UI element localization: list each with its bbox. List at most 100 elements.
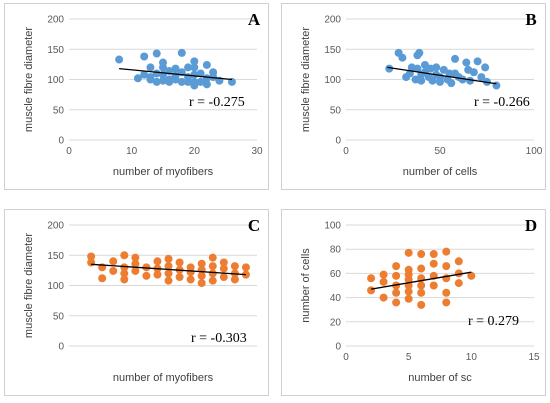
data-point [413, 64, 422, 73]
data-point [417, 250, 426, 259]
data-point [202, 60, 211, 69]
correlation-label: r = -0.303 [191, 331, 247, 346]
data-point [140, 52, 149, 61]
y-tick-label: 0 [335, 136, 341, 147]
data-point [447, 79, 456, 88]
data-point [415, 48, 424, 57]
data-point [230, 275, 239, 284]
data-point [153, 270, 162, 279]
trendline [91, 263, 246, 276]
trendline [370, 271, 472, 290]
y-tick-label: 40 [330, 293, 342, 304]
data-point [87, 258, 96, 267]
data-point [454, 257, 463, 266]
data-point [208, 269, 217, 278]
data-point [230, 262, 239, 271]
data-point [202, 80, 211, 89]
y-tick-label: 100 [324, 221, 341, 232]
data-point [219, 258, 228, 267]
data-point [417, 264, 426, 273]
data-point [120, 251, 129, 260]
data-point [98, 274, 107, 283]
data-point [165, 77, 174, 86]
data-point [186, 275, 195, 284]
panel-letter: A [248, 10, 261, 29]
data-point [428, 76, 437, 85]
chart-panel-b: 0 50 100 150 200 0 50 100 number of cells muscle … [281, 3, 546, 190]
data-point [469, 68, 478, 77]
data-point [190, 57, 199, 66]
data-point [184, 63, 193, 72]
data-point [429, 281, 438, 290]
data-point [436, 77, 444, 86]
x-tick-label: 100 [526, 146, 543, 157]
data-point [120, 263, 129, 272]
chart-panel-a: 0 50 100 150 200 0 10 20 30 number of myofibers mu… [4, 3, 269, 190]
correlation-label: r = -0.275 [189, 95, 245, 110]
x-tick-label: 30 [251, 146, 263, 157]
data-point [159, 76, 167, 85]
data-point [392, 271, 401, 280]
data-point [186, 268, 195, 277]
data-point [404, 287, 413, 296]
x-axis-title: number of cells [403, 166, 478, 178]
data-point [432, 63, 441, 72]
data-point [115, 55, 124, 64]
data-point [131, 253, 140, 262]
x-axis-title: number of myofibers [113, 166, 214, 178]
data-point [379, 270, 388, 279]
data-point [477, 73, 486, 82]
x-tick-label: 10 [126, 146, 138, 157]
y-axis-title: muscle fibre diameter [23, 233, 35, 338]
x-tick-label: 50 [434, 146, 446, 157]
data-point [458, 75, 467, 84]
x-tick-label: 0 [66, 146, 72, 157]
y-tick-label: 50 [330, 105, 342, 116]
data-point [442, 262, 451, 271]
data-point [133, 74, 142, 83]
data-point [481, 63, 490, 72]
data-point [184, 77, 193, 86]
data-point [152, 49, 161, 58]
data-point [442, 247, 451, 256]
x-axis-title: number of myofibers [113, 372, 214, 384]
y-tick-label: 100 [47, 281, 64, 292]
y-tick-label: 50 [53, 105, 65, 116]
data-point [404, 248, 413, 257]
chart-panel-d: 0 20 40 60 80 100 0 5 10 15 number of sc number of … [281, 209, 546, 396]
data-point [197, 259, 206, 268]
data-point [197, 271, 206, 280]
data-point [131, 266, 140, 275]
data-point [454, 279, 463, 288]
data-point [398, 53, 407, 62]
data-point [241, 263, 250, 272]
data-point [109, 266, 118, 275]
y-tick-label: 100 [47, 75, 64, 86]
data-point [451, 54, 460, 63]
scatter-chart: 0 50 100 150 200 0 10 20 30 number of myofibers mu… [23, 10, 263, 178]
y-axis-title: muscle fibre diameter [23, 27, 35, 132]
trendline [387, 66, 497, 85]
scatter-chart: 0 50 100 150 200 number of myofibers muscle fi… [23, 216, 260, 384]
data-point [190, 63, 199, 72]
data-point [175, 273, 184, 282]
data-point [131, 259, 140, 268]
data-point [175, 258, 184, 267]
data-point [164, 254, 173, 263]
data-point [417, 76, 426, 85]
correlation-label: r = -0.266 [474, 95, 530, 110]
scatter-chart: 0 50 100 150 200 0 50 100 number of cells muscle … [300, 10, 543, 178]
data-point [196, 69, 205, 78]
x-tick-label: 10 [466, 352, 478, 363]
y-tick-label: 150 [324, 45, 341, 56]
x-tick-label: 0 [343, 146, 349, 157]
y-tick-label: 60 [330, 269, 342, 280]
data-point [120, 269, 129, 278]
data-point [171, 75, 180, 84]
y-tick-label: 200 [324, 15, 341, 26]
data-point [219, 264, 228, 273]
data-point [445, 69, 454, 78]
data-point [392, 288, 401, 297]
data-point [429, 259, 438, 268]
data-point [367, 286, 376, 295]
